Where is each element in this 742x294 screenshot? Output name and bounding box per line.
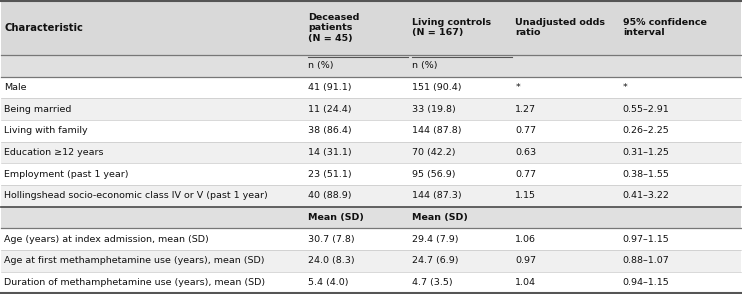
Text: Duration of methamphetamine use (years), mean (SD): Duration of methamphetamine use (years),… [4,278,266,287]
Text: Deceased
patients
(N = 45): Deceased patients (N = 45) [308,13,359,43]
Text: 0.97: 0.97 [516,256,536,265]
Text: Mean (SD): Mean (SD) [308,213,364,222]
Text: Mean (SD): Mean (SD) [412,213,467,222]
Bar [1,55,741,76]
Bar [1,120,741,142]
Text: Characteristic: Characteristic [4,23,83,33]
Text: 144 (87.8): 144 (87.8) [412,126,462,135]
Text: n (%): n (%) [412,61,437,70]
Text: 40 (88.9): 40 (88.9) [308,191,352,200]
Text: 144 (87.3): 144 (87.3) [412,191,462,200]
Text: 0.55–2.91: 0.55–2.91 [623,105,669,113]
Text: 0.63: 0.63 [516,148,536,157]
Text: 29.4 (7.9): 29.4 (7.9) [412,235,459,244]
Text: 70 (42.2): 70 (42.2) [412,148,456,157]
Text: 4.7 (3.5): 4.7 (3.5) [412,278,453,287]
Text: Living controls
(N = 167): Living controls (N = 167) [412,18,491,38]
Text: 14 (31.1): 14 (31.1) [308,148,352,157]
Text: 5.4 (4.0): 5.4 (4.0) [308,278,349,287]
Text: 0.38–1.55: 0.38–1.55 [623,170,670,178]
Bar [1,250,741,272]
Text: 0.94–1.15: 0.94–1.15 [623,278,669,287]
Text: 1.04: 1.04 [516,278,536,287]
Text: Age (years) at index admission, mean (SD): Age (years) at index admission, mean (SD… [4,235,209,244]
Text: Employment (past 1 year): Employment (past 1 year) [4,170,129,178]
Text: 0.41–3.22: 0.41–3.22 [623,191,670,200]
Text: Living with family: Living with family [4,126,88,135]
Text: Age at first methamphetamine use (years), mean (SD): Age at first methamphetamine use (years)… [4,256,265,265]
Text: 0.77: 0.77 [516,126,536,135]
Text: 0.26–2.25: 0.26–2.25 [623,126,669,135]
Text: 38 (86.4): 38 (86.4) [308,126,352,135]
Bar [1,272,741,293]
Text: 41 (91.1): 41 (91.1) [308,83,352,92]
Text: Male: Male [4,83,27,92]
Text: 95% confidence
interval: 95% confidence interval [623,18,706,38]
Text: 1.15: 1.15 [516,191,536,200]
Text: *: * [623,83,628,92]
Text: 95 (56.9): 95 (56.9) [412,170,456,178]
Text: Being married: Being married [4,105,72,113]
Bar [1,1,741,55]
Bar [1,76,741,98]
Text: Unadjusted odds
ratio: Unadjusted odds ratio [516,18,605,38]
Text: 1.06: 1.06 [516,235,536,244]
Bar [1,185,741,207]
Text: Hollingshead socio-economic class IV or V (past 1 year): Hollingshead socio-economic class IV or … [4,191,268,200]
Text: 0.77: 0.77 [516,170,536,178]
Text: Education ≥12 years: Education ≥12 years [4,148,104,157]
Text: 11 (24.4): 11 (24.4) [308,105,352,113]
Text: 30.7 (7.8): 30.7 (7.8) [308,235,355,244]
Text: 24.0 (8.3): 24.0 (8.3) [308,256,355,265]
Bar [1,228,741,250]
Text: 23 (51.1): 23 (51.1) [308,170,352,178]
Text: 33 (19.8): 33 (19.8) [412,105,456,113]
Text: 0.31–1.25: 0.31–1.25 [623,148,670,157]
Bar [1,98,741,120]
Bar [1,142,741,163]
Text: 1.27: 1.27 [516,105,536,113]
Text: 24.7 (6.9): 24.7 (6.9) [412,256,459,265]
Text: n (%): n (%) [308,61,334,70]
Bar [1,163,741,185]
Text: 0.88–1.07: 0.88–1.07 [623,256,669,265]
Text: *: * [516,83,520,92]
Bar [1,207,741,228]
Text: 0.97–1.15: 0.97–1.15 [623,235,669,244]
Text: 151 (90.4): 151 (90.4) [412,83,462,92]
